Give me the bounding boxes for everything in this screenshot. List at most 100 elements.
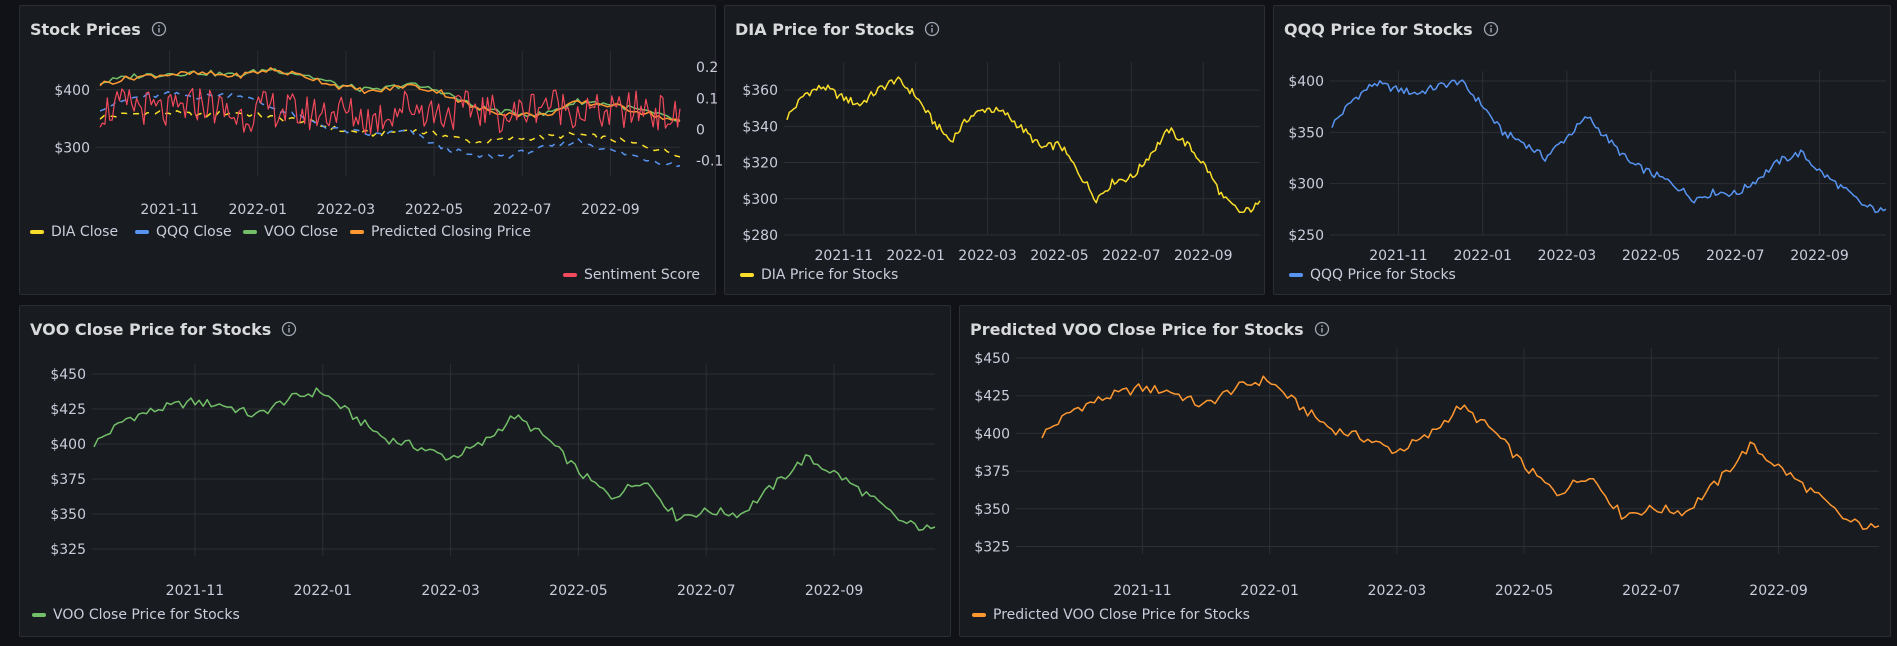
legend-label: QQQ Price for Stocks bbox=[1310, 267, 1456, 283]
x-tick-label: 2022-01 bbox=[229, 202, 288, 218]
legend-swatch bbox=[972, 613, 986, 617]
x-tick-label: 2022-05 bbox=[405, 202, 464, 218]
panel-predicted-voo-close-price: Predicted VOO Close Price for Stocks $45… bbox=[959, 305, 1891, 637]
y-tick-label: $425 bbox=[974, 389, 1010, 405]
panel-header: VOO Close Price for Stocks bbox=[30, 312, 297, 346]
y-tick-label: $350 bbox=[50, 507, 86, 523]
chart-voo-close-price: $450 $425 $400 $375 $350 $325 2021-11 2022-01 20… bbox=[50, 364, 936, 599]
x-tick-label: 2022-03 bbox=[317, 202, 376, 218]
x-tick-label: 2022-05 bbox=[1030, 248, 1089, 264]
series-line-qqq-price-for-stocks bbox=[1331, 79, 1887, 214]
x-tick-label: 2022-07 bbox=[677, 583, 736, 599]
x-tick-label: 2022-03 bbox=[1538, 248, 1597, 264]
info-circle-icon[interactable] bbox=[924, 21, 940, 37]
legend-swatch bbox=[135, 230, 149, 234]
y-tick-label: $325 bbox=[974, 539, 1010, 555]
panel-title: Predicted VOO Close Price for Stocks bbox=[970, 319, 1304, 339]
legend-item-voo-close[interactable]: VOO Close bbox=[243, 224, 338, 240]
panel-title: DIA Price for Stocks bbox=[735, 19, 915, 39]
y-tick-label: $300 bbox=[742, 192, 778, 208]
legend-label: VOO Close bbox=[264, 224, 338, 240]
x-tick-label: 2022-09 bbox=[1749, 583, 1808, 599]
legend-swatch bbox=[350, 230, 364, 234]
x-tick-label: 2022-03 bbox=[421, 583, 480, 599]
y-tick-label: $300 bbox=[54, 140, 90, 156]
series-line-predicted-voo-close-price-for-stocks bbox=[1041, 375, 1880, 530]
x-tick-label: 2022-01 bbox=[1240, 583, 1299, 599]
x-tick-label: 2022-09 bbox=[1790, 248, 1849, 264]
y-tick-label: $400 bbox=[54, 83, 90, 99]
x-tick-label: 2022-01 bbox=[1453, 248, 1512, 264]
y-tick-label: $325 bbox=[50, 542, 86, 558]
x-tick-label: 2022-01 bbox=[294, 583, 353, 599]
y-right-tick-label: -0.1 bbox=[696, 153, 723, 169]
legend-label: Predicted VOO Close Price for Stocks bbox=[993, 607, 1250, 623]
info-circle-icon[interactable] bbox=[151, 21, 167, 37]
panel-header: DIA Price for Stocks bbox=[735, 12, 940, 46]
series-line-sentiment-score bbox=[99, 87, 681, 135]
x-tick-label: 2021-11 bbox=[140, 202, 199, 218]
y-tick-label: $425 bbox=[50, 402, 86, 418]
x-tick-label: 2022-01 bbox=[886, 248, 945, 264]
y-tick-label: $400 bbox=[1288, 74, 1324, 90]
series-line-dia-price-for-stocks bbox=[786, 76, 1261, 214]
info-circle-icon[interactable] bbox=[1314, 321, 1330, 337]
legend-item-dia-close[interactable]: DIA Close bbox=[30, 224, 118, 240]
legend-swatch bbox=[243, 230, 257, 234]
legend-item-qqq-close[interactable]: QQQ Close bbox=[135, 224, 232, 240]
y-tick-label: $280 bbox=[742, 228, 778, 244]
chart-qqq-price: $400 $350 $300 $250 2021-11 2022-01 2022-03 202… bbox=[1288, 71, 1887, 264]
legend-swatch bbox=[740, 273, 754, 277]
y-tick-label: $450 bbox=[974, 351, 1010, 367]
x-tick-label: 2021-11 bbox=[815, 248, 874, 264]
legend-item-voo-close-price[interactable]: VOO Close Price for Stocks bbox=[32, 607, 240, 623]
panel-qqq-price: QQQ Price for Stocks $400 $350 $300 $250 202… bbox=[1273, 5, 1891, 295]
x-tick-label: 2022-09 bbox=[1174, 248, 1233, 264]
legend-item-qqq-price[interactable]: QQQ Price for Stocks bbox=[1289, 267, 1456, 283]
x-tick-label: 2022-05 bbox=[1622, 248, 1681, 264]
y-tick-label: $400 bbox=[974, 426, 1010, 442]
info-circle-icon[interactable] bbox=[281, 321, 297, 337]
info-circle-icon[interactable] bbox=[1483, 21, 1499, 37]
x-tick-label: 2022-07 bbox=[1706, 248, 1765, 264]
panel-title: QQQ Price for Stocks bbox=[1284, 19, 1473, 39]
series-line-voo-close-price-for-stocks bbox=[93, 387, 936, 531]
y-tick-label: $375 bbox=[974, 464, 1010, 480]
legend-swatch bbox=[32, 613, 46, 617]
y-tick-label: $340 bbox=[742, 119, 778, 135]
panel-title: VOO Close Price for Stocks bbox=[30, 319, 272, 339]
series-line-dia-close bbox=[99, 109, 681, 158]
y-tick-label: $350 bbox=[974, 502, 1010, 518]
y-tick-label: $350 bbox=[1288, 125, 1324, 141]
legend-label: Predicted Closing Price bbox=[371, 224, 531, 240]
x-tick-label: 2022-07 bbox=[1622, 583, 1681, 599]
x-tick-label: 2022-07 bbox=[493, 202, 552, 218]
x-tick-label: 2022-03 bbox=[1368, 583, 1427, 599]
panel-header: Stock Prices bbox=[30, 12, 167, 46]
panel-stock-prices: Stock Prices $400 $300 2021-11 2022-01 2022-… bbox=[19, 5, 723, 295]
y-tick-label: $320 bbox=[742, 156, 778, 172]
x-tick-label: 2022-09 bbox=[581, 202, 640, 218]
legend-item-sentiment-score[interactable]: Sentiment Score bbox=[563, 267, 700, 283]
x-tick-label: 2022-09 bbox=[805, 583, 864, 599]
panel-voo-close-price: VOO Close Price for Stocks $450 $425 $400 $… bbox=[19, 305, 951, 637]
panel-title: Stock Prices bbox=[30, 19, 141, 39]
series-line-predicted-closing-price bbox=[99, 67, 681, 122]
legend-label: Sentiment Score bbox=[584, 267, 701, 283]
legend-label: DIA Price for Stocks bbox=[761, 267, 899, 283]
panel-header: QQQ Price for Stocks bbox=[1284, 12, 1499, 46]
series-line-qqq-close bbox=[99, 90, 681, 168]
legend-item-predicted-voo-close-price[interactable]: Predicted VOO Close Price for Stocks bbox=[972, 607, 1250, 623]
y-right-tick-label: 0.1 bbox=[696, 91, 718, 107]
x-tick-label: 2021-11 bbox=[1369, 248, 1428, 264]
y-tick-label: $360 bbox=[742, 83, 778, 99]
x-tick-label: 2022-05 bbox=[1495, 583, 1554, 599]
legend-item-dia-price[interactable]: DIA Price for Stocks bbox=[740, 267, 898, 283]
panel-header: Predicted VOO Close Price for Stocks bbox=[970, 312, 1330, 346]
legend-item-predicted-closing-price[interactable]: Predicted Closing Price bbox=[350, 224, 531, 240]
y-tick-label: $375 bbox=[50, 472, 86, 488]
y-tick-label: $250 bbox=[1288, 228, 1324, 244]
y-tick-label: $450 bbox=[50, 367, 86, 383]
chart-stock-prices: $400 $300 2021-11 2022-01 2022-03 2022-05 2022… bbox=[54, 51, 723, 218]
panel-dia-price: DIA Price for Stocks $360 $340 $320 $300 $28… bbox=[724, 5, 1265, 295]
